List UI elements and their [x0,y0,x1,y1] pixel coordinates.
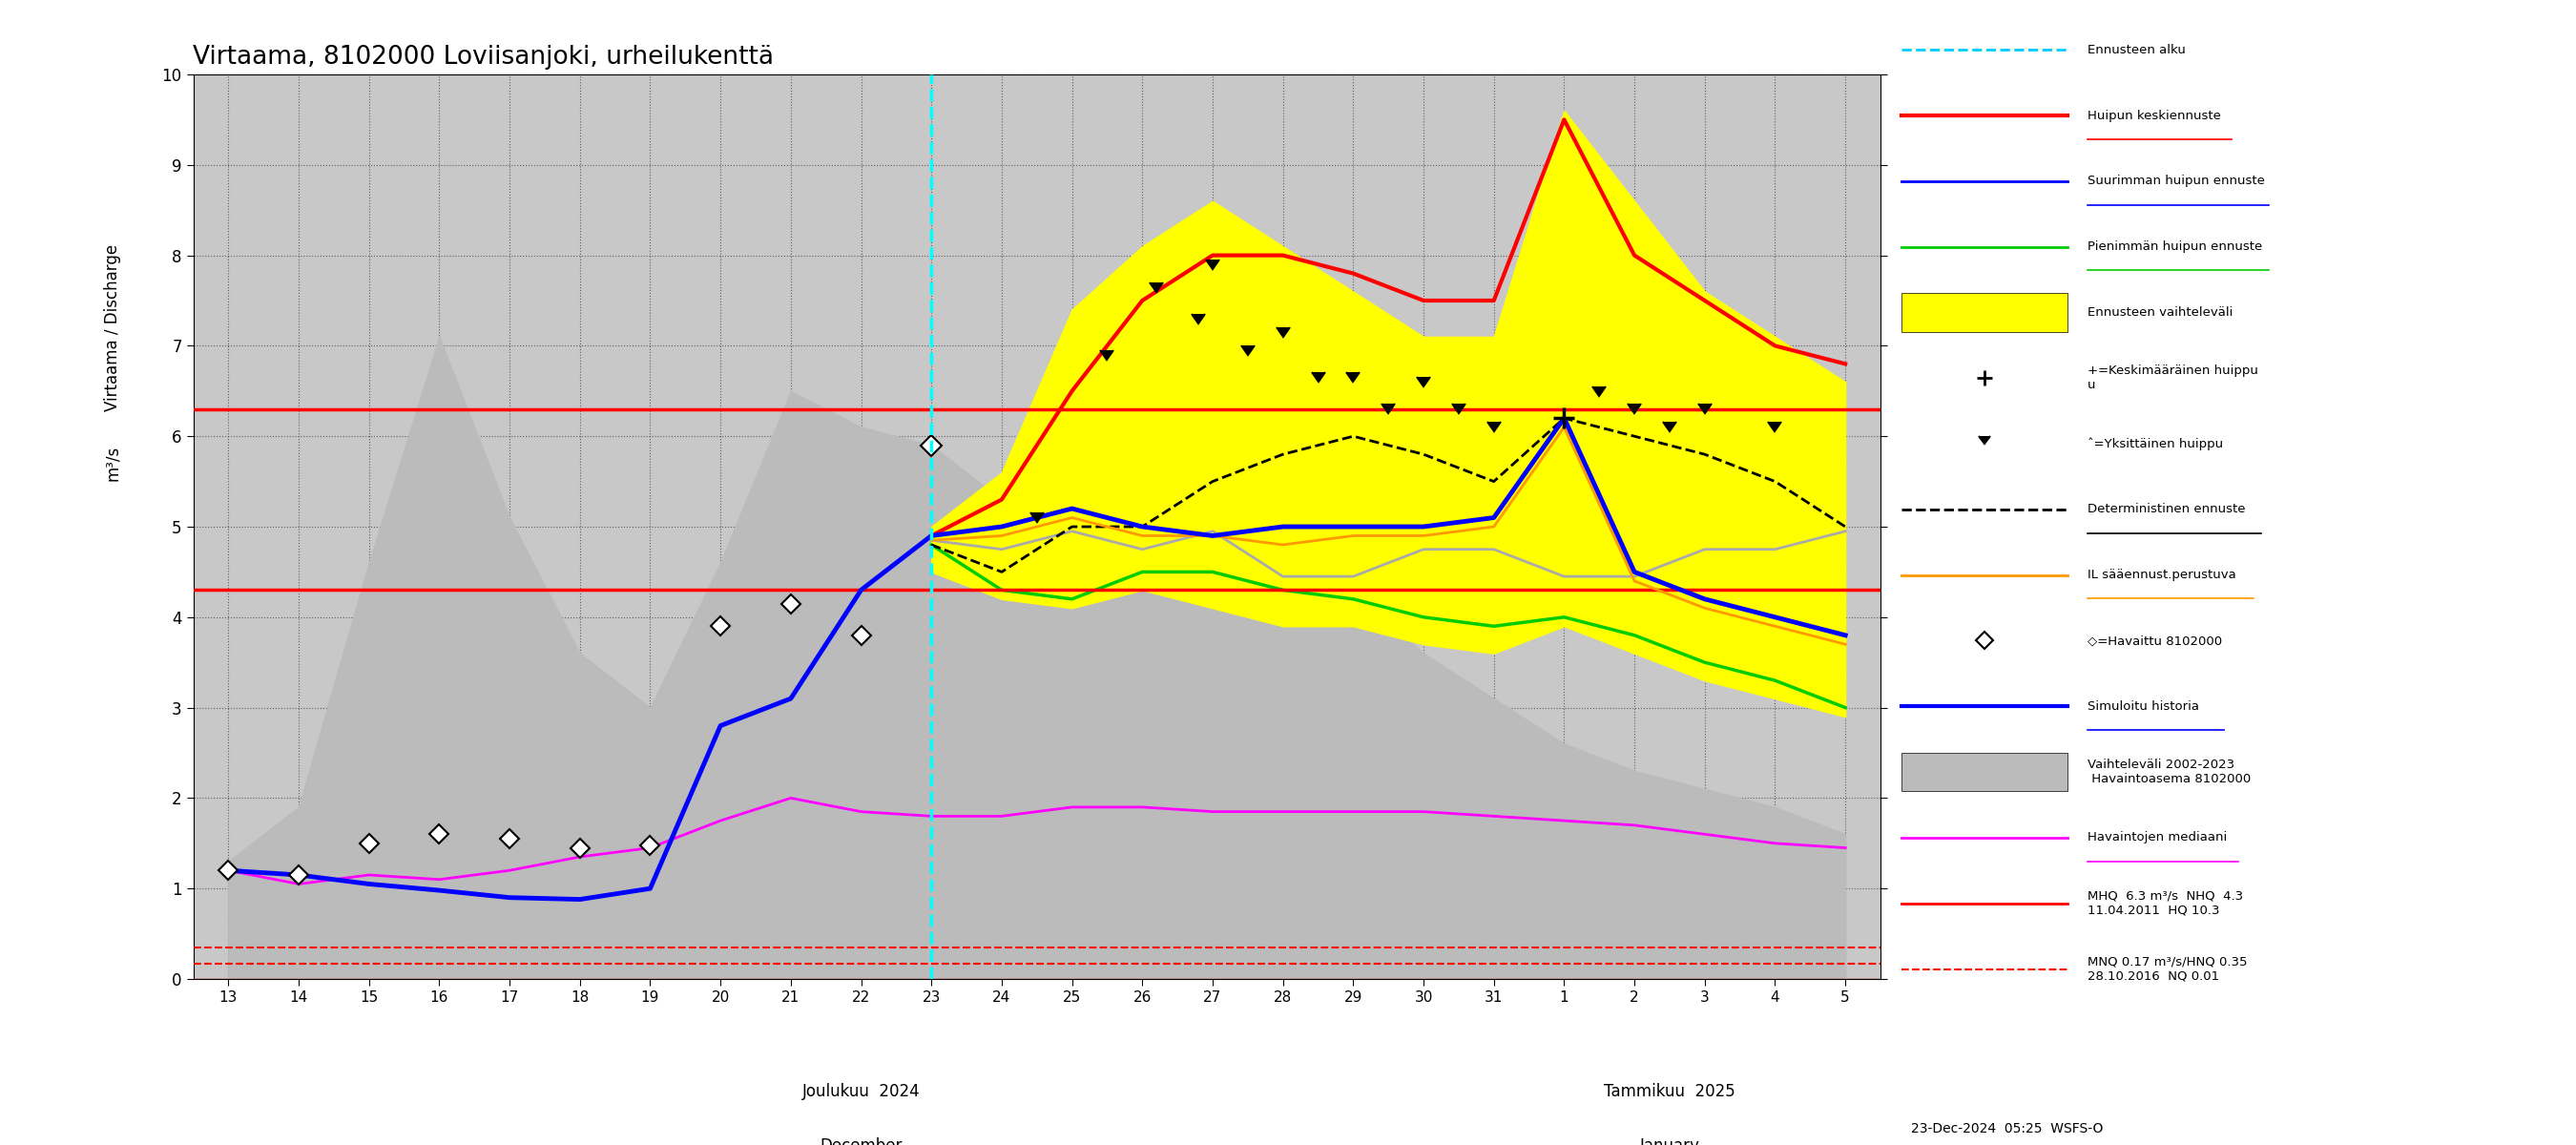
Text: Pienimmän huipun ennuste: Pienimmän huipun ennuste [2087,240,2262,253]
Text: Havaintojen mediaani: Havaintojen mediaani [2087,831,2226,844]
Text: Deterministinen ennuste: Deterministinen ennuste [2087,503,2246,515]
Text: Ennusteen alku: Ennusteen alku [2087,44,2184,56]
Text: Virtaama, 8102000 Loviisanjoki, urheilukenttä: Virtaama, 8102000 Loviisanjoki, urheiluk… [193,45,775,70]
Text: ◇​=Havaittu 8102000: ◇​=Havaittu 8102000 [2087,634,2223,647]
Text: MNQ 0.17 m³/s/HNQ 0.35
28.10.2016  NQ 0.01: MNQ 0.17 m³/s/HNQ 0.35 28.10.2016 NQ 0.0… [2087,956,2246,982]
Text: Suurimman huipun ennuste: Suurimman huipun ennuste [2087,175,2264,188]
Text: Ennusteen vaihteleväli: Ennusteen vaihteleväli [2087,306,2233,318]
Bar [1901,752,2066,791]
Text: Virtaama / Discharge: Virtaama / Discharge [103,244,121,411]
Text: ˆ​=Yksittäinen huippu: ˆ​=Yksittäinen huippu [2087,437,2223,450]
Text: Vaihteleväli 2002-2023
 Havaintoasema 8102000: Vaihteleväli 2002-2023 Havaintoasema 810… [2087,759,2251,785]
Text: Huipun keskiennuste: Huipun keskiennuste [2087,109,2221,121]
Text: Tammikuu  2025: Tammikuu 2025 [1605,1083,1736,1100]
Text: MHQ  6.3 m³/s  NHQ  4.3
11.04.2011  HQ 10.3: MHQ 6.3 m³/s NHQ 4.3 11.04.2011 HQ 10.3 [2087,890,2244,917]
Text: December: December [819,1137,902,1145]
Text: January: January [1638,1137,1700,1145]
Text: m³/s: m³/s [103,445,121,481]
Text: Simuloitu historia: Simuloitu historia [2087,700,2200,712]
Text: IL sääennust.perustuva: IL sääennust.perustuva [2087,569,2236,582]
Bar [1901,293,2066,332]
Text: +​=Keskimääräinen huippu
u: +​=Keskimääräinen huippu u [2087,365,2257,392]
Text: Joulukuu  2024: Joulukuu 2024 [801,1083,920,1100]
Text: 23-Dec-2024  05:25  WSFS-O: 23-Dec-2024 05:25 WSFS-O [1911,1122,2105,1136]
